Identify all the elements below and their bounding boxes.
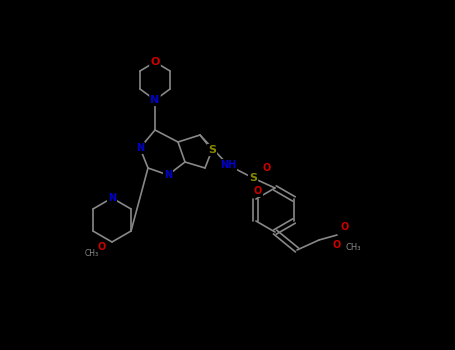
Text: NH: NH [220, 160, 236, 170]
Text: N: N [164, 170, 172, 180]
Text: N: N [108, 193, 116, 203]
Text: S: S [249, 173, 257, 183]
Text: O: O [341, 222, 349, 232]
Text: S: S [208, 145, 216, 155]
Text: N: N [150, 95, 160, 105]
Text: O: O [254, 186, 262, 196]
Text: O: O [98, 242, 106, 252]
Text: CH₃: CH₃ [85, 250, 99, 259]
Text: O: O [333, 240, 341, 250]
Text: CH₃: CH₃ [345, 243, 361, 252]
Text: O: O [150, 57, 160, 67]
Text: O: O [263, 163, 271, 173]
Text: N: N [136, 143, 144, 153]
